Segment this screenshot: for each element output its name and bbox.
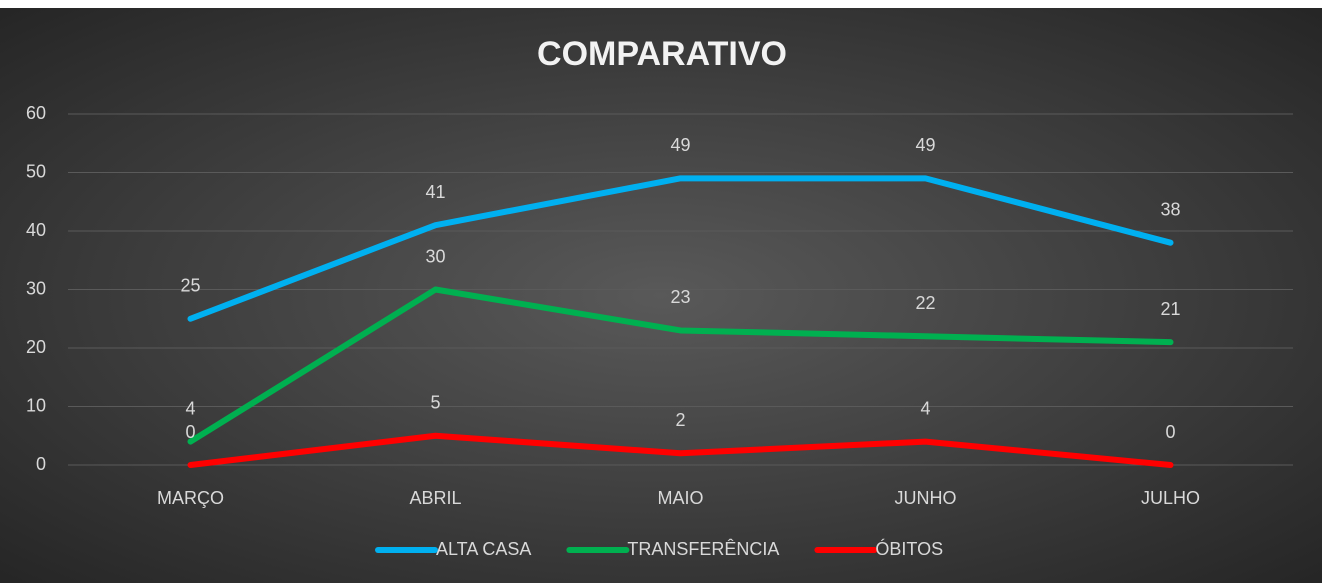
y-tick-label: 50 <box>26 161 46 181</box>
legend-label: TRANSFERÊNCIA <box>627 539 779 559</box>
data-label: 2 <box>675 410 685 430</box>
data-label: 0 <box>1165 422 1175 442</box>
series-line <box>187 286 1174 445</box>
y-tick-label: 60 <box>26 103 46 123</box>
data-label: 4 <box>920 398 930 418</box>
series-line <box>187 175 1174 322</box>
y-tick-label: 20 <box>26 337 46 357</box>
series-line <box>187 432 1174 468</box>
legend-label: ÓBITOS <box>875 538 943 559</box>
y-tick-label: 10 <box>26 395 46 415</box>
x-tick-label: ABRIL <box>409 488 461 508</box>
data-label: 41 <box>425 182 445 202</box>
data-label: 25 <box>180 276 200 296</box>
y-tick-label: 40 <box>26 220 46 240</box>
data-label: 38 <box>1160 199 1180 219</box>
data-label: 22 <box>915 293 935 313</box>
data-label: 30 <box>425 246 445 266</box>
data-label: 4 <box>185 398 195 418</box>
x-tick-label: MAIO <box>657 488 703 508</box>
data-label: 0 <box>185 422 195 442</box>
y-tick-label: 0 <box>36 454 46 474</box>
data-label: 21 <box>1160 299 1180 319</box>
x-tick-label: JUNHO <box>895 488 957 508</box>
data-label: 5 <box>430 393 440 413</box>
chart-title: COMPARATIVO <box>537 35 787 73</box>
data-label: 49 <box>915 135 935 155</box>
chart-background <box>0 8 1322 583</box>
x-tick-label: JULHO <box>1141 488 1200 508</box>
y-tick-label: 30 <box>26 278 46 298</box>
data-label: 23 <box>670 287 690 307</box>
x-tick-label: MARÇO <box>157 488 224 508</box>
legend-label: ALTA CASA <box>436 539 531 559</box>
data-label: 49 <box>670 135 690 155</box>
